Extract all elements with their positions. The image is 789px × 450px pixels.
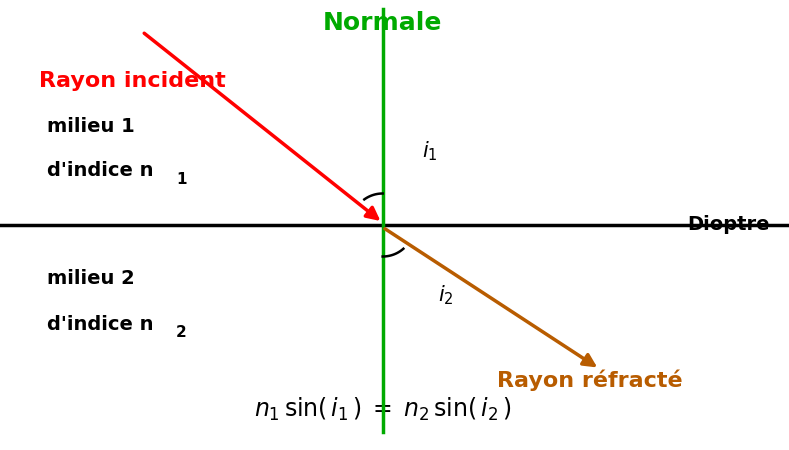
Text: d'indice n: d'indice n <box>47 315 154 333</box>
Text: $n_1\,\mathsf{sin}(\,i_1\,)\;=\;n_2\,\mathsf{sin}(\,i_2\,)$: $n_1\,\mathsf{sin}(\,i_1\,)\;=\;n_2\,\ma… <box>254 396 511 423</box>
Text: Rayon incident: Rayon incident <box>39 71 226 91</box>
Text: milieu 1: milieu 1 <box>47 117 135 135</box>
Text: Rayon réfracté: Rayon réfracté <box>497 369 682 391</box>
Text: Dioptre: Dioptre <box>686 216 769 234</box>
Text: $i_1$: $i_1$ <box>422 139 438 162</box>
Text: 2: 2 <box>176 324 187 340</box>
Text: 1: 1 <box>176 171 186 187</box>
Text: d'indice n: d'indice n <box>47 162 154 180</box>
Text: $i_2$: $i_2$ <box>438 283 454 306</box>
Text: milieu 2: milieu 2 <box>47 270 135 288</box>
Text: Normale: Normale <box>323 11 443 35</box>
